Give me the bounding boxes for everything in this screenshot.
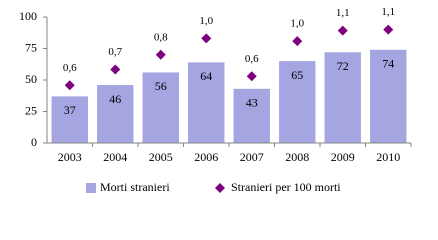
y-tick-label: 75 — [25, 40, 37, 54]
x-tick-label: 2006 — [194, 150, 218, 164]
data-label: 64 — [200, 69, 212, 83]
legend-label: Morti stranieri — [100, 180, 170, 194]
x-tick-label: 2008 — [285, 150, 309, 164]
bar — [188, 62, 225, 143]
data-label: 0,7 — [108, 46, 122, 58]
x-tick-label: 2007 — [240, 150, 264, 164]
data-label: 0,6 — [63, 62, 77, 74]
y-tick-label: 0 — [31, 135, 37, 149]
bar — [97, 85, 134, 143]
data-label: 1,0 — [290, 18, 304, 30]
x-tick-label: 2005 — [149, 150, 173, 164]
bar — [324, 52, 361, 143]
data-label: 0,8 — [154, 31, 168, 43]
diamond-marker — [155, 49, 166, 60]
x-tick-label: 2009 — [331, 150, 355, 164]
data-label: 1,0 — [199, 15, 213, 27]
data-label: 46 — [109, 92, 121, 106]
bar — [279, 61, 316, 143]
y-tick-label: 100 — [19, 9, 37, 23]
data-label: 65 — [291, 68, 303, 82]
data-label: 43 — [246, 96, 258, 110]
data-label: 74 — [382, 57, 394, 71]
y-tick-label: 50 — [25, 72, 37, 86]
diamond-marker — [110, 64, 121, 75]
data-label: 1,1 — [336, 7, 350, 19]
data-label: 72 — [337, 59, 349, 73]
legend-swatch — [86, 183, 96, 193]
diamond-marker — [246, 71, 257, 82]
data-label: 56 — [155, 79, 167, 93]
y-tick-label: 25 — [25, 103, 37, 117]
chart: 0 25 50 75 100 37 46 56 64 43 65 72 74 0,6 0,7 0,8 1,0 0,… — [19, 6, 412, 194]
bar — [142, 72, 179, 143]
x-tick-label: 2010 — [376, 150, 400, 164]
legend-label: Stranieri per 100 morti — [231, 180, 341, 194]
bar — [370, 49, 407, 144]
diamond-marker — [383, 24, 394, 35]
x-tick-label: 2003 — [58, 150, 82, 164]
legend-swatch — [215, 183, 225, 193]
diamond-marker — [292, 36, 303, 47]
bar — [233, 88, 270, 143]
bar — [51, 96, 88, 143]
x-tick-label: 2004 — [103, 150, 127, 164]
diamond-marker — [64, 80, 75, 91]
data-label: 0,6 — [245, 53, 259, 65]
diamond-marker — [337, 25, 348, 36]
data-label: 1,1 — [381, 6, 395, 18]
diamond-marker — [201, 33, 212, 44]
data-label: 37 — [64, 103, 76, 117]
